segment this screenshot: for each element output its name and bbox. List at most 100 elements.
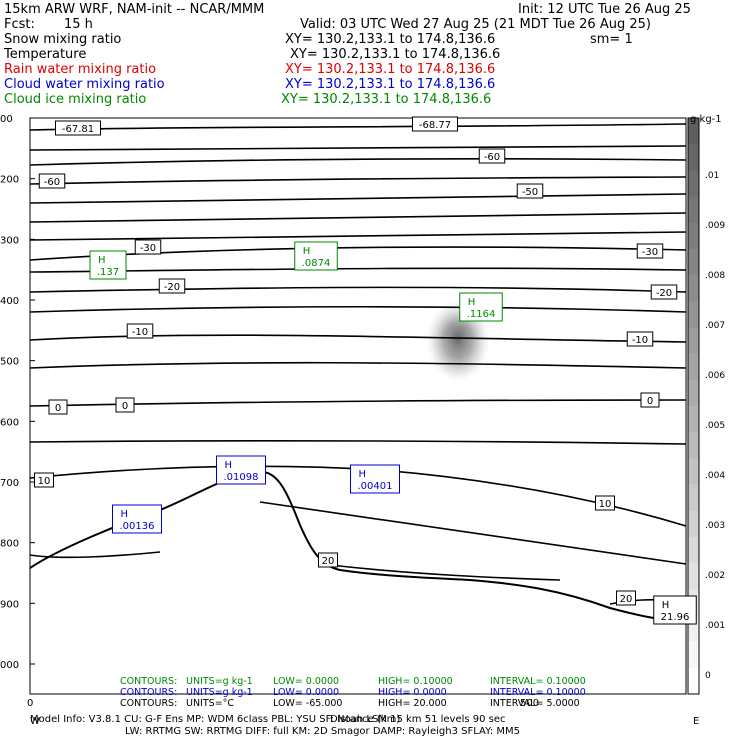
maximum-value: .1164 — [467, 309, 496, 320]
y-tick-label: 900 — [0, 599, 19, 610]
colorbar-segment — [688, 536, 699, 564]
temperature-label: -20 — [656, 288, 672, 299]
temperature-label-box — [126, 323, 154, 339]
field-xy-rain: XY= 130.2,133.1 to 174.8,136.6 — [285, 62, 496, 77]
colorbar-segment — [688, 275, 699, 302]
temperature-label: -30 — [642, 247, 658, 258]
colorbar-tick-label: .004 — [705, 471, 725, 481]
contour-info-units: UNITS=g kg-1 — [186, 687, 253, 698]
contour-line — [29, 439, 687, 445]
temperature-label-box — [48, 399, 68, 415]
maximum-letter: H — [468, 297, 476, 308]
x-axis-start: 0 — [27, 698, 33, 709]
colorbar-segment — [688, 379, 699, 407]
colorbar-segment — [688, 641, 699, 669]
temperature-label: -67.81 — [62, 124, 94, 135]
temperature-label: 20 — [620, 594, 633, 605]
contour-line — [259, 501, 687, 565]
contour-line — [29, 158, 687, 166]
maximum-value: 21.96 — [661, 612, 690, 623]
colorbar: .01 .009 .008 .007 .006 .005 .004 .003 .002 .001 0 — [687, 117, 725, 695]
colorbar-segment — [688, 615, 699, 643]
temperature-label-box — [134, 239, 162, 255]
temperature-label: -60 — [484, 152, 500, 163]
fcst-label: Fcst: — [4, 17, 35, 32]
contour-line — [29, 145, 687, 151]
maximum-value: .137 — [97, 267, 119, 278]
temperature-label-box — [640, 392, 660, 408]
contour-line — [29, 246, 687, 261]
maximum-value: .01098 — [224, 472, 259, 483]
valid-time: Valid: 03 UTC Wed 27 Aug 25 (21 MDT Tue … — [300, 17, 651, 32]
colorbar-segment — [688, 118, 699, 145]
maximum-box — [350, 464, 400, 494]
colorbar-tick-label: .007 — [705, 321, 725, 331]
temperature-label: -10 — [632, 335, 648, 346]
field-name-rain: Rain water mixing ratio — [4, 62, 157, 77]
contour-line — [29, 361, 687, 369]
init-time: Init: 12 UTC Tue 26 Aug 25 — [518, 2, 691, 17]
temperature-label: 20 — [322, 556, 335, 567]
contour-line — [29, 231, 687, 241]
contour-line — [29, 399, 687, 407]
field-smooth: sm= 1 — [590, 32, 633, 47]
temperature-label: -20 — [164, 282, 180, 293]
contour-info-high: HIGH= 0.0000 — [378, 687, 447, 698]
colorbar-segment — [688, 222, 699, 250]
maximum-value: .00401 — [358, 481, 393, 492]
temperature-label: 0 — [55, 403, 61, 414]
terrain-profile — [29, 470, 687, 623]
colorbar-tick-label: .003 — [705, 521, 725, 531]
contour-info-units: UNITS=°C — [186, 698, 234, 709]
contour-info-interval: INTERVAL= 0.10000 — [490, 676, 586, 687]
colorbar-segment — [688, 248, 699, 276]
model-info-line-1: Model Info: V3.8.1 CU: G-F Ens MP: WDM 6… — [30, 714, 506, 725]
field-xy-cloud-water: XY= 130.2,133.1 to 174.8,136.6 — [285, 77, 496, 92]
y-tick-label: 200 — [0, 175, 19, 186]
temperature-label-box — [318, 552, 338, 568]
temperature-label-box — [595, 495, 615, 511]
temperature-label: -50 — [522, 187, 538, 198]
contour-line — [29, 305, 687, 313]
x-axis-end: 500 — [520, 698, 539, 709]
maximum-box — [89, 250, 127, 280]
y-tick-label: 000 — [0, 660, 19, 671]
contour-info-high: HIGH= 20.000 — [378, 698, 447, 709]
maximum-letter: H — [98, 255, 106, 266]
y-tick-label: 300 — [0, 235, 19, 246]
contour-line — [29, 551, 161, 559]
field-name-snow: Snow mixing ratio — [4, 32, 122, 47]
colorbar-segment — [688, 563, 699, 590]
x-axis-west: W — [30, 716, 40, 727]
colorbar-tick-label: .006 — [705, 371, 725, 381]
temperature-label: 10 — [599, 499, 612, 510]
temperature-label: 0 — [647, 396, 653, 407]
maximum-box — [653, 595, 697, 625]
temperature-label-box — [478, 148, 506, 164]
maximum-value: .00136 — [120, 521, 155, 532]
temperature-label: 0 — [122, 401, 128, 412]
contour-line — [29, 123, 687, 131]
contour-info-temp: CONTOURS: UNITS=°C LOW= -65.000 HIGH= 20… — [120, 698, 580, 709]
temperature-label: -68.77 — [419, 120, 451, 131]
colorbar-units: g kg-1 — [690, 114, 722, 125]
contour-info-low: LOW= 0.0000 — [273, 687, 339, 698]
colorbar-tick-label: .002 — [705, 571, 725, 581]
temperature-label-box — [55, 120, 101, 136]
contour-info-ice: CONTOURS: UNITS=g kg-1 LOW= 0.0000 HIGH=… — [120, 676, 586, 687]
fcst-value: 15 h — [64, 17, 93, 32]
maximum-letter: H — [662, 600, 670, 611]
maximum-letter: H — [121, 509, 129, 520]
temperature-label: -60 — [44, 177, 60, 188]
maximum-box — [294, 241, 338, 271]
colorbar-segment — [688, 196, 699, 224]
colorbar-tick-label: 0 — [705, 671, 711, 681]
colorbar-frame — [687, 117, 700, 695]
temperature-label-box — [34, 472, 54, 488]
y-tick-label: 800 — [0, 539, 19, 550]
field-name-temperature: Temperature — [4, 47, 87, 62]
contour-line — [29, 286, 687, 293]
temperature-label-box — [516, 183, 544, 199]
contour-info-low: LOW= 0.0000 — [273, 676, 339, 687]
temperature-label-box — [650, 284, 678, 300]
